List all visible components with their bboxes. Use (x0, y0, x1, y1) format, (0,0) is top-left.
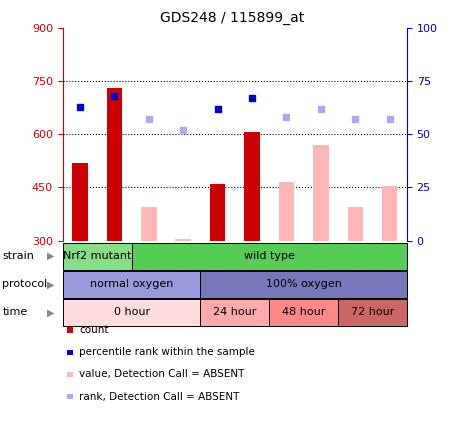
Bar (175, 239, 191, 241)
Bar (244, 132, 260, 241)
Text: GDS248 / 115899_at: GDS248 / 115899_at (160, 11, 305, 25)
Text: 24 hour: 24 hour (213, 308, 257, 317)
Text: 100% oxygen: 100% oxygen (266, 279, 342, 289)
Text: ▶: ▶ (47, 251, 55, 261)
Text: 48 hour: 48 hour (282, 308, 326, 317)
Text: 72 hour: 72 hour (351, 308, 394, 317)
Bar (279, 182, 294, 241)
Bar (72, 163, 88, 241)
Text: ▶: ▶ (47, 308, 55, 317)
Bar (141, 207, 157, 241)
Text: Nrf2 mutant: Nrf2 mutant (63, 251, 132, 261)
Text: ▶: ▶ (47, 279, 55, 289)
Bar (347, 207, 363, 241)
Text: wild type: wild type (244, 251, 295, 261)
Bar (313, 145, 329, 241)
Text: rank, Detection Call = ABSENT: rank, Detection Call = ABSENT (79, 391, 239, 402)
Text: protocol: protocol (2, 279, 47, 289)
Text: 0 hour: 0 hour (113, 308, 150, 317)
Text: time: time (2, 308, 27, 317)
Text: value, Detection Call = ABSENT: value, Detection Call = ABSENT (79, 369, 245, 380)
Text: percentile rank within the sample: percentile rank within the sample (79, 347, 255, 357)
Text: strain: strain (2, 251, 34, 261)
Text: normal oxygen: normal oxygen (90, 279, 173, 289)
Bar (382, 186, 398, 241)
Bar (210, 184, 226, 241)
Bar (106, 88, 122, 241)
Text: count: count (79, 325, 108, 335)
